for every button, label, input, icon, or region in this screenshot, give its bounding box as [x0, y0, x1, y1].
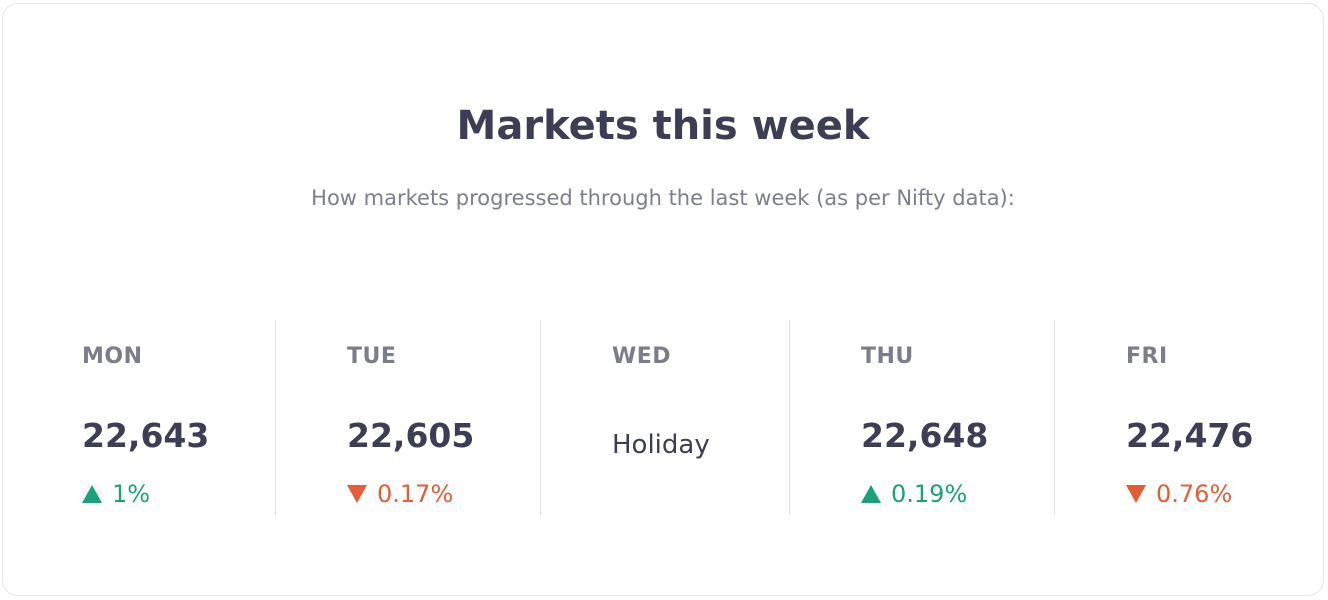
- triangle-up-icon: [861, 485, 881, 503]
- day-label: THU: [861, 344, 914, 369]
- day-label: TUE: [347, 344, 397, 369]
- column-divider: [1054, 320, 1055, 515]
- day-label: WED: [612, 344, 672, 369]
- markets-card: Markets this week How markets progressed…: [2, 3, 1324, 596]
- column-divider: [275, 320, 276, 515]
- card-subtitle: How markets progressed through the last …: [311, 186, 1015, 210]
- change-percent: 1%: [112, 480, 151, 508]
- triangle-down-icon: [1126, 485, 1146, 503]
- day-value: 22,605: [347, 416, 475, 455]
- triangle-down-icon: [347, 485, 367, 503]
- day-value: 22,643: [82, 416, 210, 455]
- triangle-up-icon: [82, 485, 102, 503]
- column-divider: [540, 320, 541, 515]
- card-title: Markets this week: [456, 103, 870, 149]
- change-percent: 0.19%: [891, 480, 968, 508]
- change-percent: 0.17%: [377, 480, 454, 508]
- holiday-text: Holiday: [612, 430, 710, 460]
- change-percent: 0.76%: [1156, 480, 1233, 508]
- day-value: 22,648: [861, 416, 989, 455]
- day-change: 1%: [82, 480, 150, 508]
- day-change: 0.76%: [1126, 480, 1232, 508]
- day-change: 0.17%: [347, 480, 453, 508]
- day-label: FRI: [1126, 344, 1168, 369]
- column-divider: [789, 320, 790, 515]
- day-change: 0.19%: [861, 480, 967, 508]
- day-label: MON: [82, 344, 143, 369]
- day-value: 22,476: [1126, 416, 1254, 455]
